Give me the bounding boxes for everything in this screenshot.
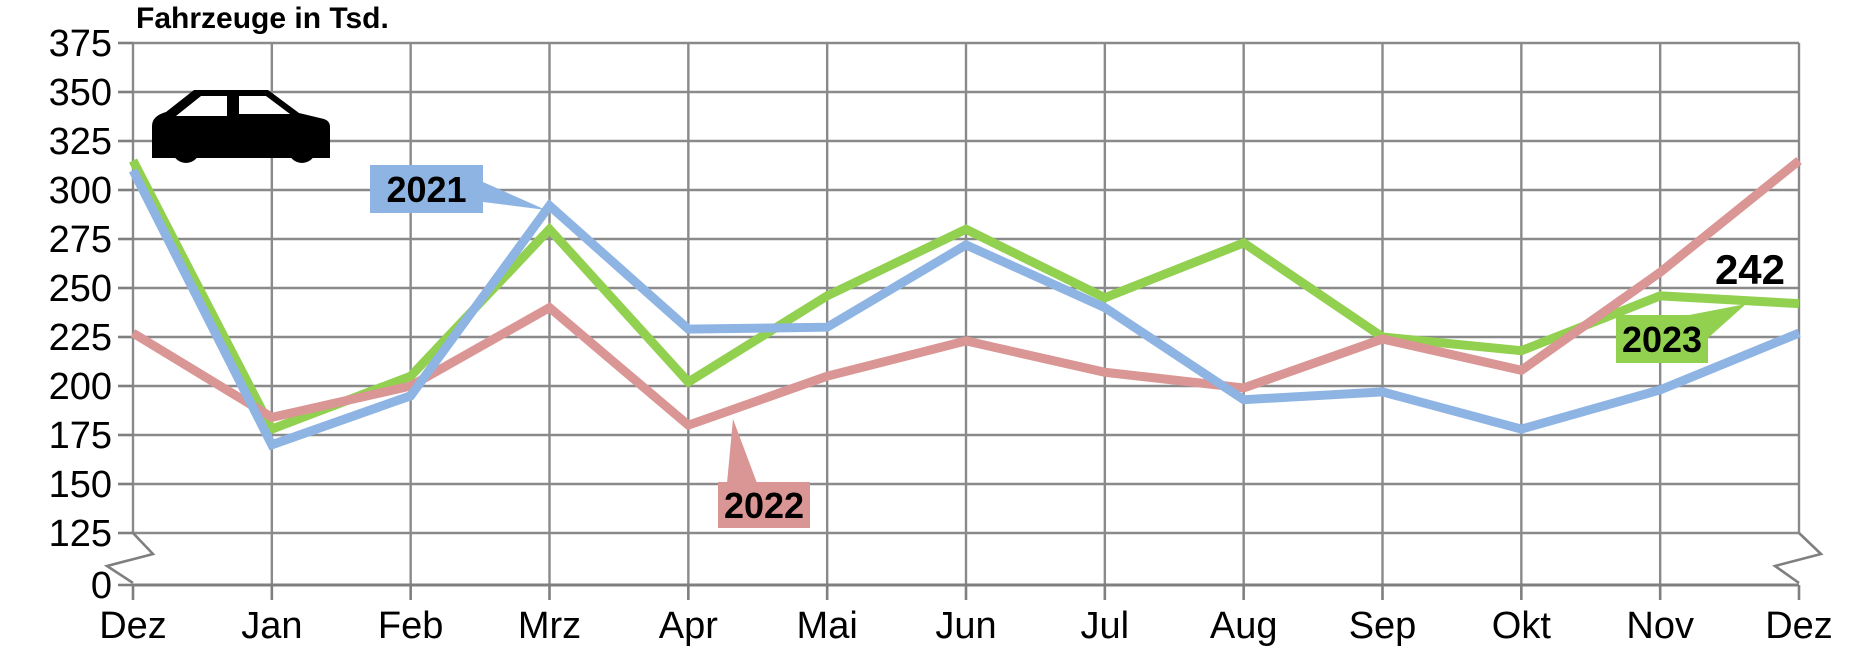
x-tick-label: Jul bbox=[1081, 605, 1130, 647]
callout-box bbox=[718, 482, 810, 528]
y-tick-label: 350 bbox=[49, 72, 112, 114]
y-tick-label: 375 bbox=[49, 23, 112, 65]
callout-label: 2021 bbox=[386, 169, 466, 210]
x-tick-label: Jun bbox=[935, 605, 996, 647]
callout-pointer bbox=[727, 419, 757, 483]
callout-label: 2023 bbox=[1622, 319, 1702, 360]
callout-box bbox=[370, 165, 483, 213]
series-line-2023 bbox=[129, 158, 1800, 435]
axis-break-left bbox=[103, 532, 156, 585]
x-tick-label: Mrz bbox=[518, 605, 581, 647]
data-label-242: 242 bbox=[1715, 246, 1785, 293]
legend-callout-2023: 2023 bbox=[1616, 304, 1746, 363]
y-tick-label: 150 bbox=[49, 464, 112, 506]
x-tick-label: Sep bbox=[1349, 605, 1417, 647]
car-icon bbox=[152, 90, 330, 168]
y-tick-label: 250 bbox=[49, 268, 112, 310]
y-tick-label: 175 bbox=[49, 415, 112, 457]
x-tick-label: Mai bbox=[797, 605, 858, 647]
x-tick-label: Aug bbox=[1210, 605, 1278, 647]
series-line-2021 bbox=[128, 168, 1801, 451]
callout-box bbox=[1616, 315, 1708, 363]
axis-break-right bbox=[1771, 532, 1824, 585]
callout-label: 2022 bbox=[724, 485, 804, 526]
y-tick-label: 300 bbox=[49, 170, 112, 212]
x-tick-label: Apr bbox=[659, 605, 718, 647]
y-tick-label: 200 bbox=[49, 366, 112, 408]
x-tick-label: Feb bbox=[378, 605, 443, 647]
series-line-2022 bbox=[130, 157, 1802, 431]
y-tick-label: 125 bbox=[49, 513, 112, 555]
x-tick-label: Jan bbox=[241, 605, 302, 647]
x-tick-label: Dez bbox=[99, 605, 167, 647]
page-title: Fahrzeuge in Tsd. bbox=[136, 2, 389, 35]
x-tick-label: Nov bbox=[1626, 605, 1694, 647]
y-tick-label: 225 bbox=[49, 317, 112, 359]
x-tick-label: Okt bbox=[1492, 605, 1552, 647]
y-tick-label: 275 bbox=[49, 219, 112, 261]
x-tick-label: Dez bbox=[1765, 605, 1833, 647]
legend-callout-2021: 2021 bbox=[370, 165, 546, 213]
y-tick-label: 325 bbox=[49, 121, 112, 163]
y-tick-label: 0 bbox=[91, 565, 112, 607]
legend-callout-2022: 2022 bbox=[718, 419, 810, 528]
callout-pointer bbox=[483, 182, 546, 210]
